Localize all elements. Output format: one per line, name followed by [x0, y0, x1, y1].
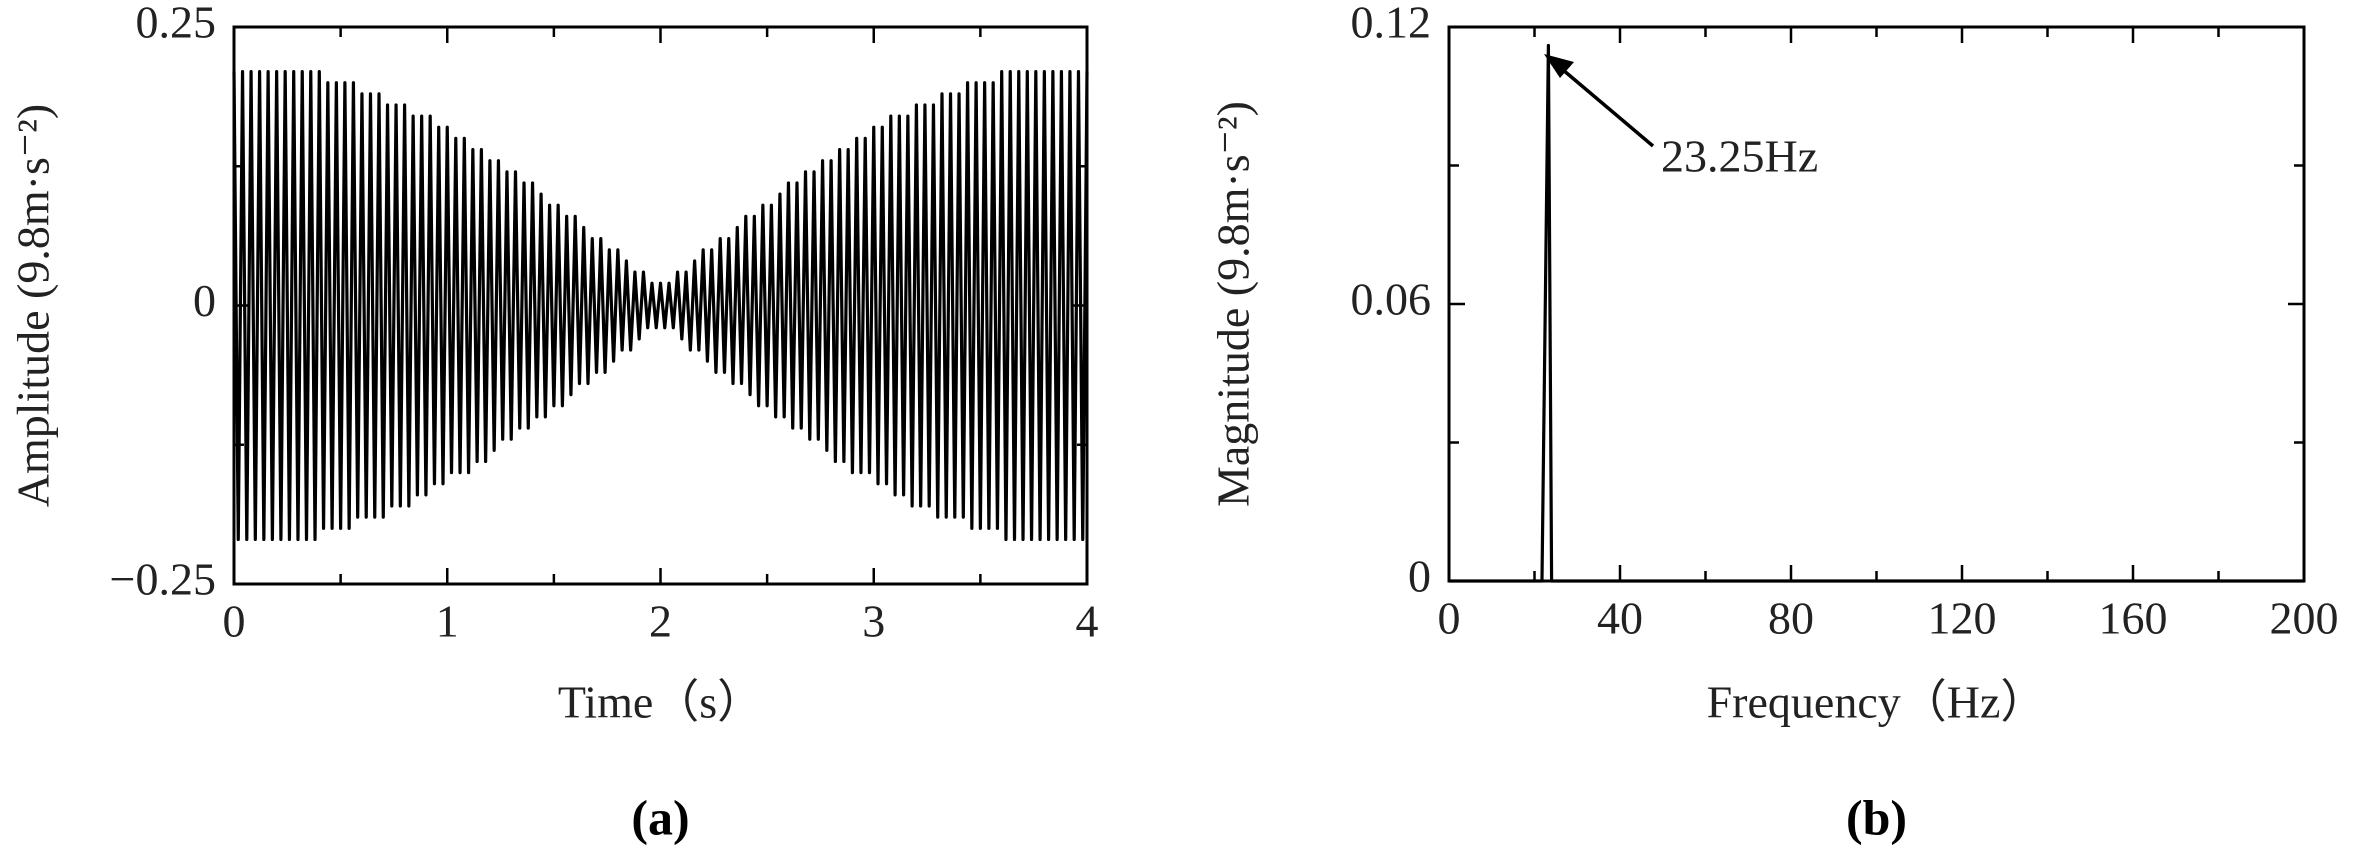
y-tick-label: 0.25 [136, 0, 217, 48]
y-tick-label: 0.06 [1351, 274, 1432, 325]
x-tick-label: 120 [1928, 593, 1997, 644]
signal-line [1449, 43, 2304, 583]
x-tick-label: 160 [2099, 593, 2168, 644]
x-tick-label: 200 [2270, 593, 2339, 644]
y-axis-label: Amplitude (9.8m·s⁻²) [8, 104, 59, 507]
y-axis-label: Magnitude (9.8m·s⁻²) [1208, 101, 1259, 507]
x-tick-label: 3 [862, 596, 885, 647]
x-tick-label: 0 [223, 596, 246, 647]
x-tick-label: 0 [1438, 593, 1461, 644]
signal-line [232, 69, 1089, 542]
y-tick-label: 0.12 [1351, 0, 1432, 48]
annotation-arrow [1554, 62, 1655, 148]
x-tick-label: 80 [1768, 593, 1814, 644]
y-tick-label: 0 [1408, 551, 1431, 602]
panel-label: (a) [631, 789, 689, 845]
x-tick-label: 40 [1597, 593, 1643, 644]
panel-label: (b) [1846, 789, 1907, 845]
plot-frame [1447, 25, 2306, 583]
annotation: 23.25Hz [1661, 131, 1818, 182]
x-tick-label: 2 [649, 596, 672, 647]
x-axis-label: Frequency（Hz） [1707, 677, 2047, 728]
y-tick-label: −0.25 [110, 554, 216, 605]
x-axis-label: Time（s） [558, 677, 763, 728]
x-tick-label: 4 [1076, 596, 1099, 647]
x-tick-label: 1 [436, 596, 459, 647]
y-tick-label: 0 [193, 275, 216, 326]
annotation-arrowhead [1544, 54, 1574, 78]
